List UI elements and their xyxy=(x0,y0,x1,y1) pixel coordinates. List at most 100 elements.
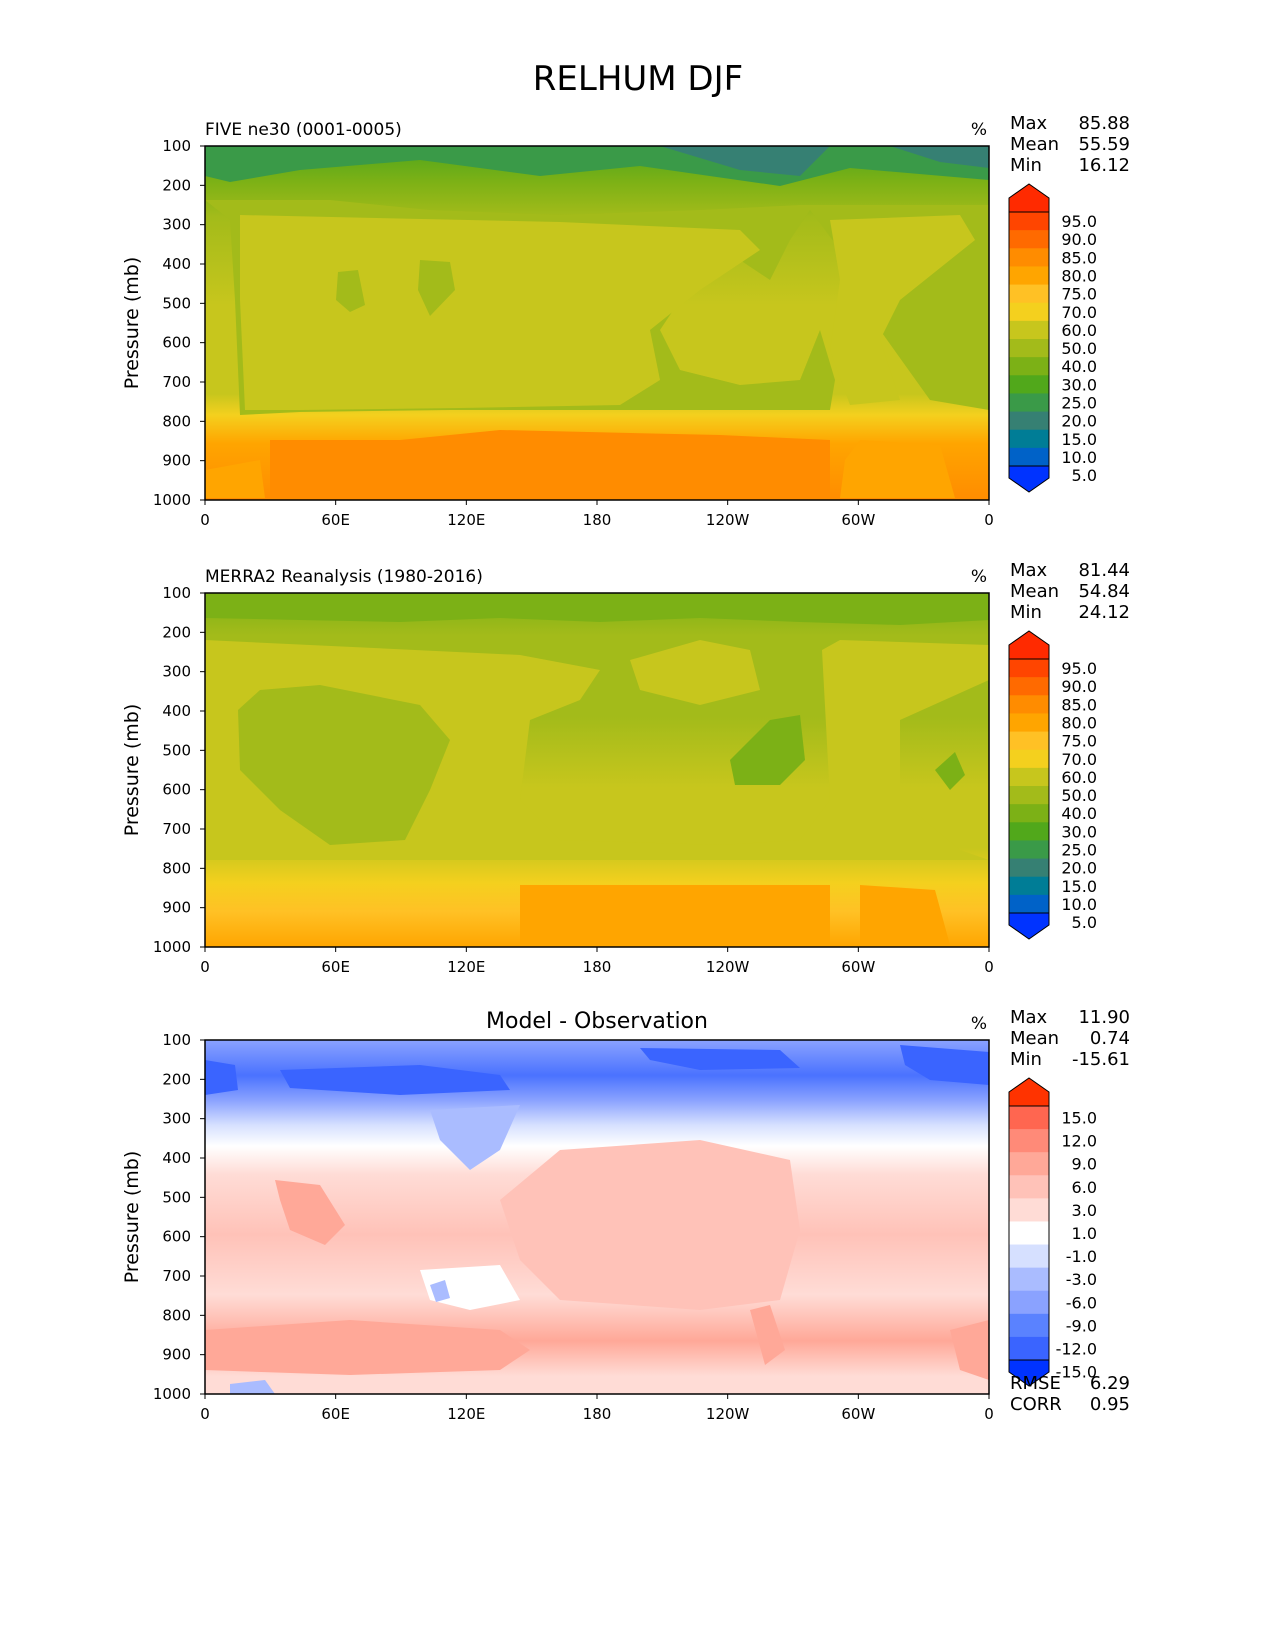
colorbar-level-label: -1.0 xyxy=(1066,1247,1097,1266)
contour-region xyxy=(205,460,265,498)
colorbar-level-label: 90.0 xyxy=(1061,677,1097,696)
y-tick-label: 100 xyxy=(162,137,191,155)
x-tick-label: 0 xyxy=(200,511,210,529)
rmse-value: 6.29 xyxy=(1090,1373,1130,1394)
y-tick-label: 300 xyxy=(162,1110,191,1128)
figure-title: RELHUM DJF xyxy=(533,59,743,99)
panel-title: Model - Observation xyxy=(486,1009,708,1034)
y-tick-label: 1000 xyxy=(153,491,191,509)
contour-region xyxy=(240,215,760,410)
y-tick-label: 200 xyxy=(162,1070,191,1088)
contour-region xyxy=(520,885,830,945)
panel-title: MERRA2 Reanalysis (1980-2016) xyxy=(205,567,483,587)
colorbar-frame xyxy=(1008,658,1050,914)
y-tick-label: 700 xyxy=(162,820,191,838)
colorbar-level-label: -12.0 xyxy=(1056,1339,1097,1358)
stat-label: Mean xyxy=(1010,1028,1059,1049)
colorbar-frame xyxy=(1008,211,1050,467)
colorbar-segment xyxy=(1009,320,1049,340)
contour-regions xyxy=(205,146,989,498)
y-tick-label: 1000 xyxy=(153,938,191,956)
colorbar-segment xyxy=(1009,230,1049,249)
stat-label: Mean xyxy=(1010,134,1059,155)
y-tick-label: 400 xyxy=(162,255,191,273)
colorbar-segment xyxy=(1009,302,1049,322)
colorbar-level-label: 15.0 xyxy=(1061,1109,1097,1128)
colorbar-level-label: 30.0 xyxy=(1061,375,1097,394)
colorbar-segment xyxy=(1009,1198,1049,1222)
colorbar-level-label: 20.0 xyxy=(1061,412,1097,431)
x-tick-label: 120E xyxy=(447,958,485,976)
x-tick-label: 120E xyxy=(447,511,485,529)
contour-region xyxy=(890,146,989,168)
y-tick-label: 700 xyxy=(162,373,191,391)
colorbar-frame xyxy=(1008,1105,1050,1361)
stat-value: 85.88 xyxy=(1078,113,1130,134)
colorbar-level-label: 80.0 xyxy=(1061,714,1097,733)
colorbar-level-label: 70.0 xyxy=(1061,303,1097,322)
colorbar-level-label: -15.0 xyxy=(1056,1363,1097,1382)
colorbar-segment xyxy=(1009,1336,1049,1361)
stat-label: Max xyxy=(1010,560,1048,581)
y-tick-label: 900 xyxy=(162,899,191,917)
x-tick-label: 0 xyxy=(200,1405,210,1423)
colorbar-segment xyxy=(1009,339,1049,358)
contour-region xyxy=(500,1140,800,1310)
contour-regions xyxy=(205,1045,989,1394)
stat-value: 24.12 xyxy=(1078,602,1130,623)
colorbar-segment xyxy=(1009,212,1049,231)
colorbar-min-arrow xyxy=(1008,912,1050,940)
stat-value: 16.12 xyxy=(1078,155,1130,176)
y-tick-label: 600 xyxy=(162,1228,191,1246)
y-tick-label: 700 xyxy=(162,1267,191,1285)
y-tick-label: 500 xyxy=(162,294,191,312)
colorbar-segment xyxy=(1009,284,1049,304)
colorbar-level-label: 95.0 xyxy=(1061,659,1097,678)
colorbar-min-arrow xyxy=(1008,465,1050,493)
colorbar-level-label: 25.0 xyxy=(1061,394,1097,413)
stat-label: Min xyxy=(1010,1049,1042,1070)
colorbar-level-label: 75.0 xyxy=(1061,732,1097,751)
colorbar-segment xyxy=(1009,1129,1049,1153)
colorbar-segment xyxy=(1009,749,1049,769)
colorbar-segment xyxy=(1009,266,1049,286)
stat-value: 11.90 xyxy=(1078,1007,1130,1028)
y-tick-label: 600 xyxy=(162,781,191,799)
colorbar-level-label: 85.0 xyxy=(1061,695,1097,714)
colorbar-segment xyxy=(1009,786,1049,805)
contour-region xyxy=(336,270,365,312)
contour-region xyxy=(830,215,975,405)
x-tick-label: 0 xyxy=(984,1405,994,1423)
contour-region xyxy=(640,1048,800,1070)
contour-region xyxy=(730,715,805,785)
colorbar-max-arrow xyxy=(1008,183,1050,213)
colorbar-level-label: 95.0 xyxy=(1061,212,1097,231)
x-tick-label: 60E xyxy=(321,511,350,529)
colorbar-segment xyxy=(1009,429,1049,449)
colorbar-level-label: 20.0 xyxy=(1061,859,1097,878)
contour-region xyxy=(630,640,760,705)
colorbar-segment xyxy=(1009,713,1049,733)
colorbar-segment xyxy=(1009,677,1049,696)
contour-region xyxy=(280,1065,510,1095)
stat-value: 81.44 xyxy=(1078,560,1130,581)
colorbar-level-label: 6.0 xyxy=(1072,1178,1097,1197)
y-tick-label: 100 xyxy=(162,1031,191,1049)
contour-region xyxy=(238,685,450,845)
contour-region xyxy=(660,146,830,176)
colorbar-level-label: 5.0 xyxy=(1072,913,1097,932)
y-tick-label: 200 xyxy=(162,176,191,194)
colorbar-segment xyxy=(1009,393,1049,413)
panel-observation: MERRA2 Reanalysis (1980-2016) % 100 200 300 4… xyxy=(121,560,1130,976)
x-tick-label: 60W xyxy=(841,1405,875,1423)
x-tick-label: 120E xyxy=(447,1405,485,1423)
colorbar-segment xyxy=(1009,375,1049,394)
y-axis-label: Pressure (mb) xyxy=(121,1151,143,1284)
contour-region xyxy=(860,885,950,945)
contour-region xyxy=(950,1320,989,1380)
colorbar-segment xyxy=(1009,767,1049,787)
colorbar-max-arrow xyxy=(1008,630,1050,660)
stat-value: 55.59 xyxy=(1078,134,1130,155)
stat-label: Mean xyxy=(1010,581,1059,602)
units-label: % xyxy=(971,120,987,140)
